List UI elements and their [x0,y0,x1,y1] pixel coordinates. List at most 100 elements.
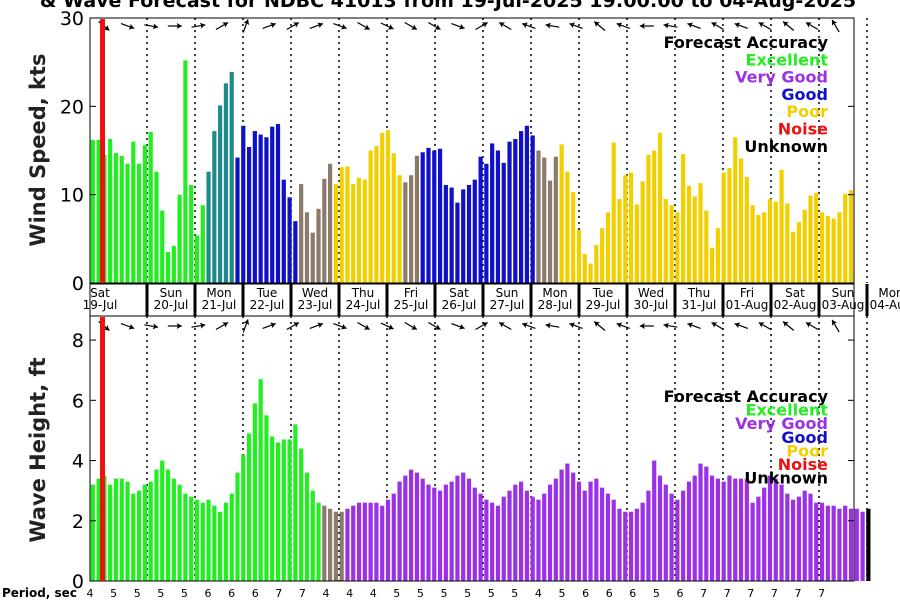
data-bar [652,150,657,283]
data-bar [750,205,755,283]
data-bar [547,484,553,581]
data-bar [611,499,616,581]
data-bar [165,252,171,283]
data-bar [553,478,558,581]
arrow-head [176,323,182,329]
data-bar [218,511,223,581]
day-date: 02-Aug [774,298,817,312]
arrow-head [222,322,229,328]
data-bar [843,505,848,581]
data-bar [154,171,159,283]
day-date: 29-Jul [586,298,621,312]
data-bar [177,194,182,283]
data-bar [374,146,379,283]
direction-arrow [663,322,678,329]
data-bar [478,493,483,581]
data-bar [582,490,587,581]
data-bar [461,472,466,581]
data-bar [692,196,697,283]
period-value: 5 [441,587,448,600]
data-bar [177,484,182,581]
data-bar [194,235,200,283]
direction-arrow [475,321,488,331]
data-bar [206,171,211,283]
data-bar [808,195,813,283]
data-bar [432,487,437,581]
wave-ylabel: Wave Height, ft [26,357,50,542]
data-bar [762,212,767,283]
direction-arrow [451,323,465,330]
data-bar [275,124,281,283]
day-date: 31-Jul [682,298,717,312]
arrow-head [639,323,645,329]
data-bar [142,145,147,283]
data-bar [409,469,414,581]
arrow-head [639,23,645,29]
data-bar [553,156,558,283]
data-bar [90,139,95,283]
data-bar [825,505,830,581]
data-bar [113,478,119,581]
period-value: 5 [181,587,188,600]
day-name: Sat [90,286,110,300]
data-bar [131,141,136,283]
arrow-head [734,322,741,329]
data-bar [576,481,582,582]
data-bar [519,481,524,582]
period-value: 7 [700,587,707,600]
arrow-head [545,322,551,329]
data-bar [733,478,738,581]
data-bar [165,469,171,581]
data-bar [779,484,784,581]
data-bar [669,205,674,283]
period-value: 5 [511,587,518,600]
data-bar [385,130,391,283]
data-bar [160,210,165,283]
data-bar [339,167,344,283]
data-bar [310,232,315,283]
data-bar [194,499,200,581]
data-bar [582,253,587,283]
data-bar [322,178,327,283]
data-bar [391,493,396,581]
ytick-label: 30 [60,8,84,30]
arrow-head [176,23,182,29]
data-bar [461,189,466,283]
ytick-label: 6 [72,390,84,412]
data-bar [316,208,321,283]
data-bar [866,508,871,581]
ytick-label: 10 [60,185,84,207]
data-bar [808,493,813,581]
data-bar [316,502,321,581]
direction-arrow [309,22,324,29]
data-bar [791,499,796,581]
direction-arrow [687,22,701,29]
arrow-head [199,322,206,329]
period-value: 7 [724,587,731,600]
legend-item: Noise [778,120,828,139]
direction-arrow [191,22,206,29]
data-bar [212,505,217,581]
data-bar [96,139,101,283]
data-bar [299,448,304,581]
data-bar [362,179,367,283]
data-bar [738,158,744,283]
arrow-head [663,322,669,329]
data-bar [854,508,859,581]
data-bar [420,152,425,283]
data-bar [223,502,229,581]
data-bar [571,192,576,283]
arrow-head [340,323,347,330]
data-bar [588,481,593,582]
period-value: 7 [747,587,754,600]
day-name: Mon [206,286,231,300]
data-bar [333,511,338,581]
chart-title: & Wave Forecast for NDBC 41013 from 19-J… [40,0,856,12]
data-bar [108,484,113,581]
data-bar [397,481,402,582]
data-bar [223,83,229,284]
legend-item: Unknown [744,469,828,488]
data-bar [785,203,790,283]
